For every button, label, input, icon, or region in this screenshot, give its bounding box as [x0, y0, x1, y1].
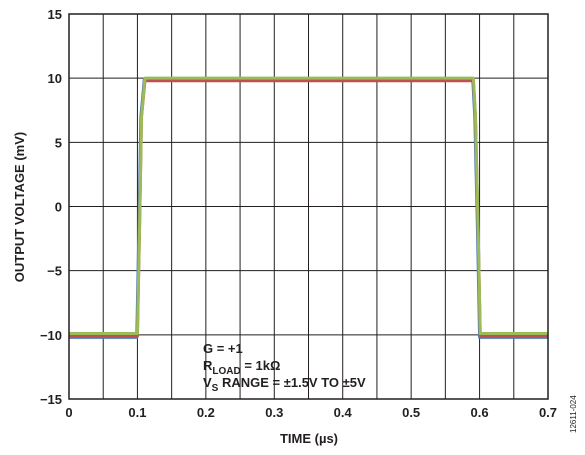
x-axis-label: TIME (µs): [280, 431, 338, 446]
series-layer: [69, 76, 548, 339]
annotation-gain: G = +1: [203, 341, 243, 356]
x-tick-label: 0.7: [539, 405, 557, 420]
x-tick-label: 0.6: [471, 405, 489, 420]
figure-id: 12611-024: [569, 395, 578, 433]
y-tick-label: 5: [55, 135, 62, 150]
x-tick-label: 0.2: [197, 405, 215, 420]
plot-frame: [68, 13, 549, 400]
y-tick-label: −15: [40, 392, 62, 407]
y-tick-label: −5: [47, 264, 62, 279]
annotation: G = +1 RLOAD = 1kΩ VS RANGE = ±1.5V TO ±…: [203, 341, 366, 394]
y-tick-label: 10: [48, 71, 62, 86]
x-tick-label: 0: [65, 405, 72, 420]
y-tick-label: −10: [40, 328, 62, 343]
x-tick-label: 0.1: [128, 405, 146, 420]
y-tick-label: 0: [55, 200, 62, 215]
series-line-3: [69, 76, 548, 336]
annotation-rload: RLOAD = 1kΩ: [203, 358, 280, 377]
y-axis-label: OUTPUT VOLTAGE (mV): [12, 132, 27, 282]
x-tick-label: 0.5: [402, 405, 420, 420]
tick-labels: 0 0.1 0.2 0.3 0.4 0.5 0.6 0.7 −15 −10 −5 0 5 10 15: [40, 7, 557, 420]
annotation-vs-range: VS RANGE = ±1.5V TO ±5V: [203, 375, 366, 394]
x-tick-label: 0.3: [265, 405, 283, 420]
x-tick-label: 0.4: [334, 405, 353, 420]
y-tick-label: 15: [48, 7, 62, 22]
